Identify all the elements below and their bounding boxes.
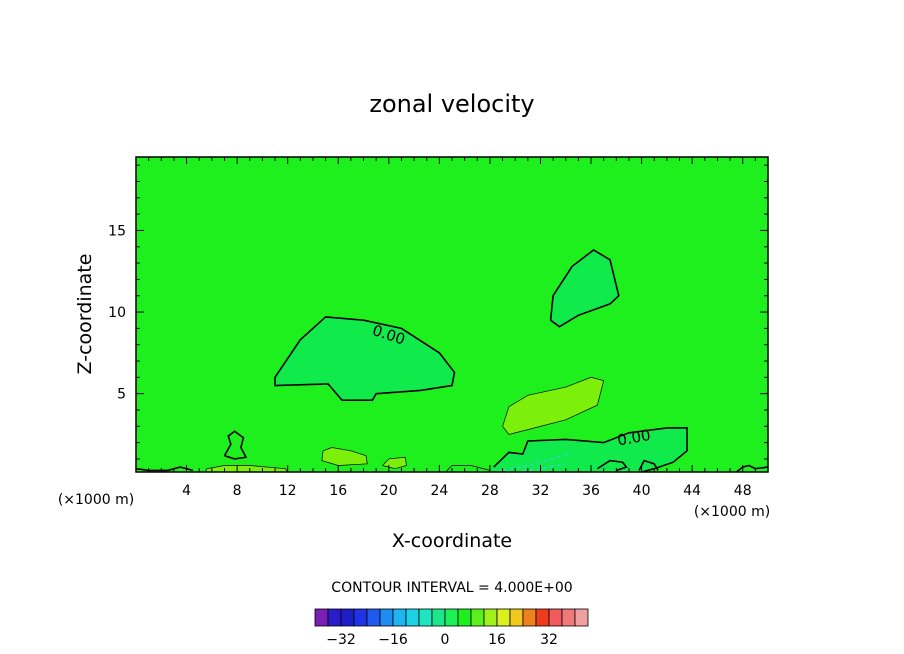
- colorbar-tick-label: 32: [540, 632, 558, 648]
- y-tick-label: 10: [108, 305, 126, 321]
- x-tick-label: 12: [279, 483, 297, 499]
- zero-contour-surface: [136, 466, 194, 472]
- contour-minus-4: [502, 451, 573, 471]
- contour-4-mid: [502, 376, 605, 435]
- plot-area: 0.000.00: [135, 156, 769, 473]
- colorbar-swatch: [444, 608, 459, 627]
- y-axis-ticks: 5 10 15: [108, 164, 768, 460]
- zero-contour-mid: [274, 316, 456, 402]
- zero-contour-upper: [549, 249, 620, 328]
- zero-contour-right-edge: [735, 464, 768, 472]
- colorbar-swatch: [535, 608, 550, 627]
- colorbar-tick-label: 16: [488, 632, 506, 648]
- x-tick-label: 4: [182, 483, 191, 499]
- colorbar-tick-label: −16: [378, 632, 408, 648]
- colorbar-swatch: [509, 608, 524, 627]
- contour-label: 0.00: [616, 426, 652, 450]
- x-tick-label: 28: [481, 483, 499, 499]
- x-tick-label: 32: [532, 483, 550, 499]
- x-tick-label: 8: [233, 483, 242, 499]
- zero-contour-low-2: [596, 459, 628, 472]
- colorbar-swatch: [457, 608, 472, 627]
- chart-title: zonal velocity: [369, 90, 534, 118]
- contour-4-low: [321, 447, 368, 466]
- colorbar-swatch: [496, 608, 511, 627]
- x-scale-label-left: (×1000 m): [58, 492, 134, 508]
- colorbar-tick-label: −32: [326, 632, 356, 648]
- colorbar-swatch: [483, 608, 498, 627]
- plot-background: [136, 157, 768, 472]
- zero-contour-left: [223, 430, 248, 460]
- colorbar-swatch: [366, 608, 381, 627]
- contour-minus-4-b: [515, 463, 566, 472]
- colorbar-swatch: [470, 608, 485, 627]
- colorbar-swatch: [340, 608, 355, 627]
- x-axis-ticks: 4 8 12 16 20 24 28 32 36 40 44 48: [135, 157, 769, 499]
- colorbar-tick-label: 0: [441, 632, 450, 648]
- colorbar-swatch: [431, 608, 446, 627]
- x-tick-label: 24: [430, 483, 448, 499]
- y-axis-label: Z-coordinate: [74, 254, 96, 375]
- colorbar-swatch: [392, 608, 407, 627]
- x-tick-label: 20: [380, 483, 398, 499]
- x-axis-label: X-coordinate: [392, 530, 512, 552]
- contour-interval-text: CONTOUR INTERVAL = 4.000E+00: [331, 580, 572, 596]
- contour-4-surface-2: [445, 465, 490, 472]
- positive-cell-low-1: [321, 447, 368, 466]
- y-tick-label: 15: [108, 223, 126, 239]
- negative-cell-mid: [275, 316, 455, 401]
- x-tick-label: 48: [734, 483, 752, 499]
- colorbar-swatch: [314, 608, 329, 627]
- colorbar-swatch: [405, 608, 420, 627]
- y-tick-label: 5: [117, 387, 126, 403]
- colorbar-swatch: [379, 608, 394, 627]
- colorbar-swatch: [327, 608, 342, 627]
- colorbar-swatch: [418, 608, 433, 627]
- negative-cell-upper: [550, 250, 619, 327]
- colorbar-swatch: [522, 608, 537, 627]
- x-scale-label-right: (×1000 m): [694, 504, 770, 520]
- x-tick-label: 40: [633, 483, 651, 499]
- colorbar-swatch: [574, 608, 589, 627]
- colorbar-swatch: [561, 608, 576, 627]
- x-tick-label: 44: [683, 483, 701, 499]
- positive-cell-mid: [502, 377, 604, 435]
- x-tick-label: 16: [329, 483, 347, 499]
- colorbar: −32 −16 0 16 32: [314, 608, 589, 648]
- colorbar-swatch: [353, 608, 368, 627]
- zero-contour-low: [493, 427, 688, 472]
- negative-cell-low: [489, 427, 688, 472]
- x-tick-label: 36: [582, 483, 600, 499]
- colorbar-swatch: [548, 608, 563, 627]
- contour-4-low-2: [382, 456, 407, 470]
